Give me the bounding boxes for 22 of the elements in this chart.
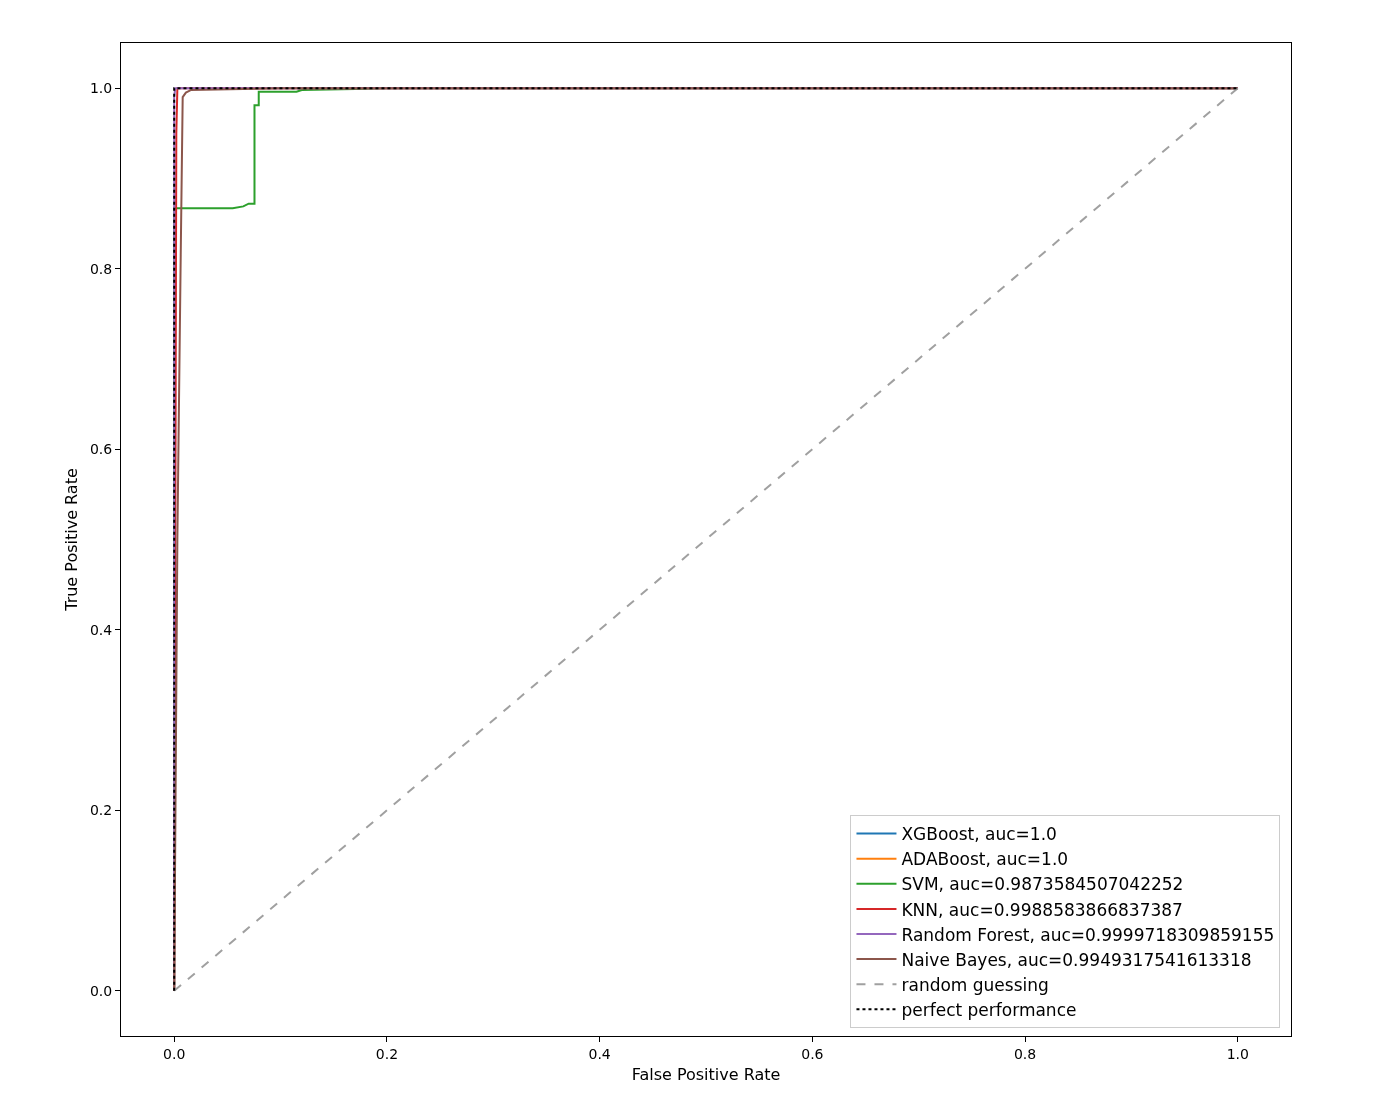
y-tick-label: 0.2 bbox=[89, 802, 113, 819]
x-tick-label: 0.8 bbox=[1013, 1045, 1037, 1062]
legend-label: SVM, auc=0.9873584507042252 bbox=[901, 874, 1184, 895]
x-tick-label: 0.4 bbox=[588, 1045, 611, 1062]
y-tick-label: 1.0 bbox=[89, 80, 113, 97]
legend-label: KNN, auc=0.9988583866837387 bbox=[901, 899, 1183, 920]
legend-label: ADABoost, auc=1.0 bbox=[901, 849, 1069, 870]
y-axis-title: True Positive Rate bbox=[61, 468, 81, 612]
y-tick-label: 0.4 bbox=[89, 621, 113, 638]
y-tick-label: 0.6 bbox=[89, 441, 113, 458]
y-tick-label: 0.0 bbox=[89, 982, 113, 999]
legend-label: Naive Bayes, auc=0.9949317541613318 bbox=[901, 949, 1252, 970]
y-tick-label: 0.8 bbox=[89, 260, 113, 277]
legend-label: perfect performance bbox=[901, 999, 1077, 1020]
x-axis-title: False Positive Rate bbox=[631, 1065, 781, 1085]
legend-label: random guessing bbox=[901, 974, 1049, 995]
legend-label: Random Forest, auc=0.9999718309859155 bbox=[901, 924, 1275, 945]
x-tick-label: 0.0 bbox=[163, 1045, 186, 1062]
x-tick-label: 1.0 bbox=[1226, 1045, 1249, 1062]
legend-label: XGBoost, auc=1.0 bbox=[901, 824, 1057, 845]
x-tick-label: 0.6 bbox=[801, 1045, 824, 1062]
x-tick-label: 0.2 bbox=[375, 1045, 399, 1062]
